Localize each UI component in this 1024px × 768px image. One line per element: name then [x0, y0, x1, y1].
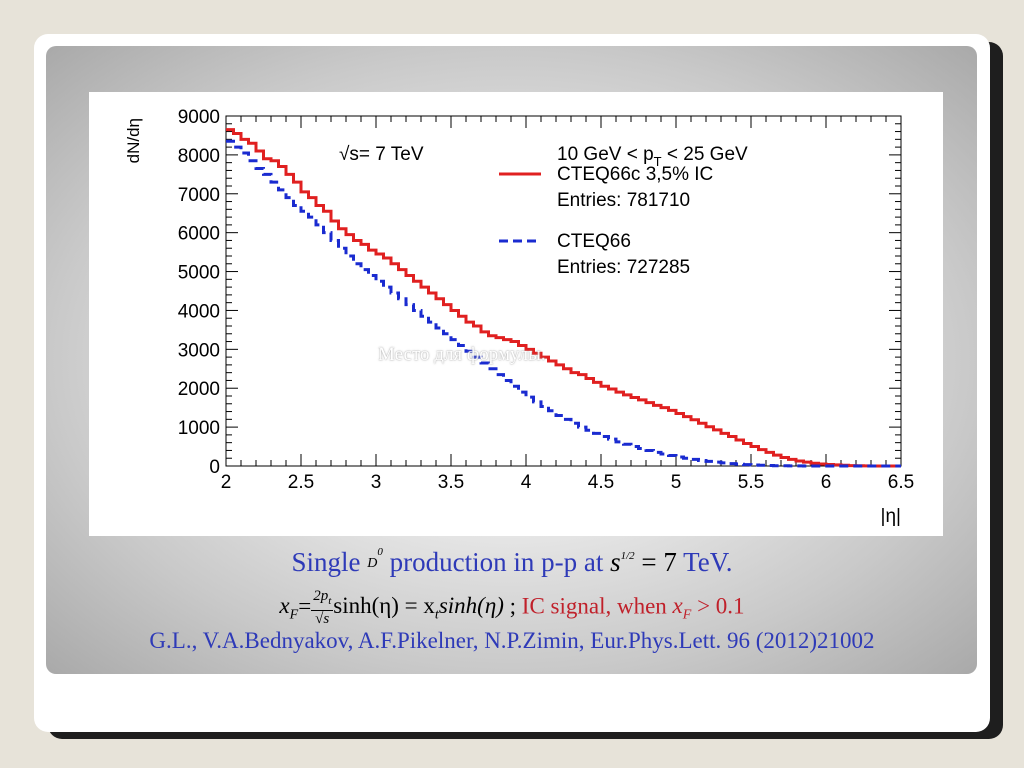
x-tick-label: 4 [521, 472, 532, 493]
y-axis-label: dN/dη [124, 118, 143, 163]
pt-range-annotation: 10 GeV < pT < 25 GeV [557, 144, 748, 169]
legend-ic-entries: Entries: 781710 [557, 190, 690, 211]
slide-caption: Single D0 production in p-p at s1/2 = 7 … [0, 546, 1024, 578]
y-tick-label: 8000 [178, 146, 220, 167]
caption-equals: = 7 [641, 547, 677, 577]
y-tick-label: 7000 [178, 185, 220, 206]
y-tick-label: 4000 [178, 301, 220, 322]
xf-formula: xF= 2pt √s sinh(η) = xtsinh(η) ; IC signal,… [279, 588, 745, 627]
sinh-expression: sinh(η) = xtsinh(η) [333, 593, 504, 623]
x-axis-label: |η| [881, 506, 901, 527]
formula-placeholder-watermark: Место для формулы. [378, 344, 546, 365]
x-tick-label: 3.5 [438, 472, 464, 493]
series-ic-line [226, 128, 901, 468]
x-tick-label: 5 [671, 472, 682, 493]
y-tick-label: 2000 [178, 379, 220, 400]
xf-symbol: xF [279, 593, 299, 623]
legend-cteq66-entries: Entries: 727285 [557, 257, 690, 278]
caption-single: Single [291, 547, 368, 577]
plot-frame [225, 115, 902, 467]
eta-distribution-chart: 2 2.5 3 3.5 4 4.5 5 5.5 6 6.5 0 1000 2000 3000 4000 500… [89, 92, 943, 536]
ic-signal-condition: IC signal, when xF > 0.1 [521, 593, 745, 623]
legend-ic-label: CTEQ66c 3,5% IC [557, 164, 713, 185]
sqrt-s-symbol: s1/2 [610, 547, 635, 577]
y-tick-label: 9000 [178, 107, 220, 128]
y-tick-label: 6000 [178, 224, 220, 245]
legend-cteq66-label: CTEQ66 [557, 231, 631, 252]
y-tick-label: 1000 [178, 418, 220, 439]
series-cteq66-line [226, 139, 901, 468]
plot-area: 2 2.5 3 3.5 4 4.5 5 5.5 6 6.5 0 1000 2000 3000 4000 500… [89, 92, 943, 536]
d-meson-symbol: D0 [367, 546, 383, 571]
x-tick-label: 5.5 [738, 472, 764, 493]
energy-annotation: √s= 7 TeV [339, 144, 424, 165]
caption-production: production in p-p at [389, 547, 611, 577]
xf-fraction: 2pt √s [311, 588, 334, 627]
x-tick-label: 2.5 [288, 472, 314, 493]
y-tick-label: 0 [209, 457, 220, 478]
x-tick-label: 6 [821, 472, 832, 493]
x-tick-label: 4.5 [588, 472, 614, 493]
x-tick-label: 2 [221, 472, 232, 493]
x-tick-label: 6.5 [888, 472, 914, 493]
citation: G.L., V.A.Bednyakov, A.F.Pikelner, N.P.Z… [149, 628, 875, 653]
x-tick-label: 3 [371, 472, 382, 493]
caption-tev: TeV. [683, 547, 733, 577]
y-tick-label: 3000 [178, 340, 220, 361]
y-tick-label: 5000 [178, 263, 220, 284]
chart-svg: 2 2.5 3 3.5 4 4.5 5 5.5 6 6.5 0 1000 2000 3000 4000 500… [124, 107, 914, 527]
